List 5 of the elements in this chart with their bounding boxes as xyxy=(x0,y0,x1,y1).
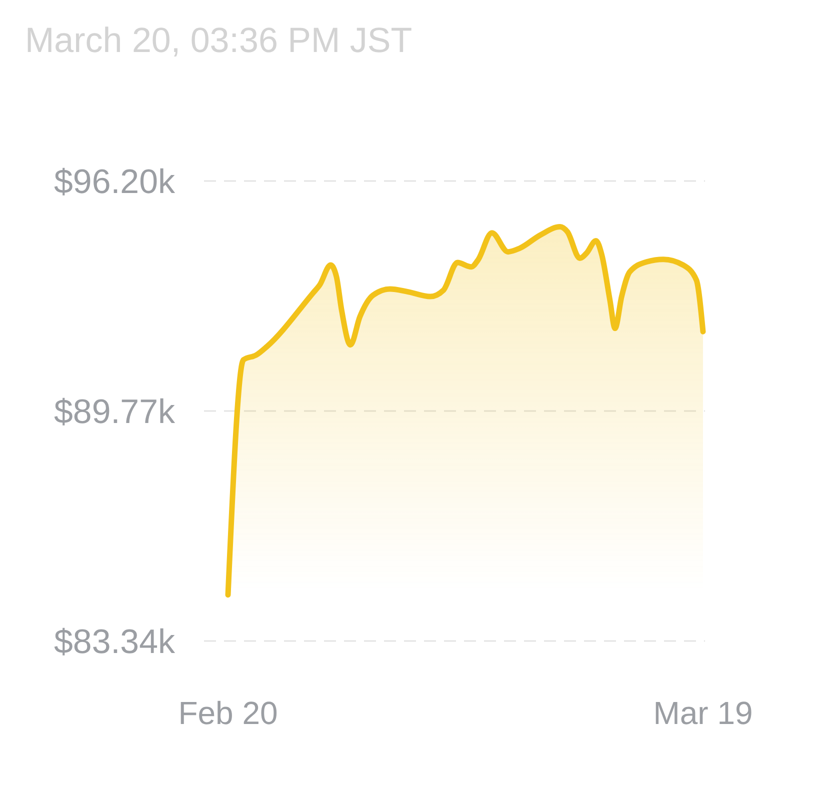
y-tick-label: $96.20k xyxy=(54,163,176,202)
x-tick-label: Mar 19 xyxy=(653,695,753,731)
x-tick-label: Feb 20 xyxy=(178,695,278,731)
y-tick-label: $89.77k xyxy=(54,393,176,432)
y-tick-label: $83.34k xyxy=(54,623,176,662)
